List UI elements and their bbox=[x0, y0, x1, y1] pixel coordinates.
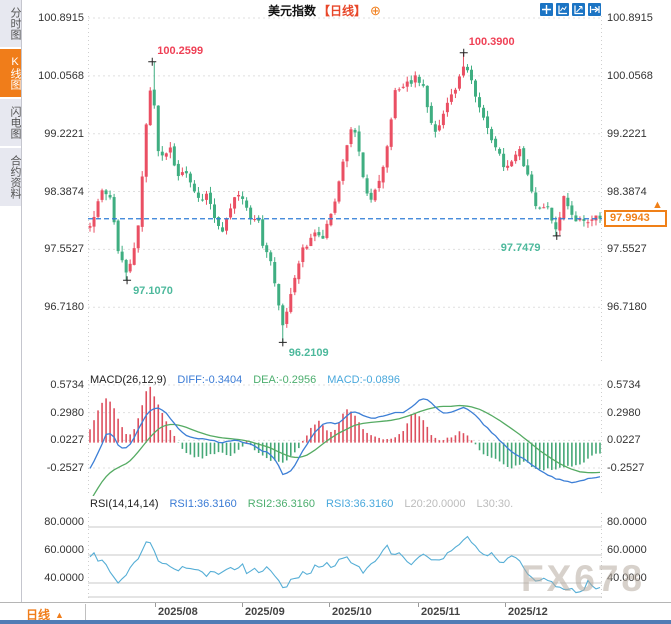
high-price-annotation: 100.3900 bbox=[468, 35, 515, 48]
low-price-annotation: 96.2109 bbox=[288, 347, 329, 360]
add-indicator-icon[interactable]: ⊕ bbox=[370, 2, 381, 18]
x-axis-tick bbox=[505, 603, 506, 607]
macd-chart[interactable] bbox=[88, 380, 602, 496]
y-axis-label: 96.7180 bbox=[607, 301, 647, 314]
y-axis-label: 0.2980 bbox=[50, 406, 84, 419]
x-axis-label: 2025/09 bbox=[245, 606, 285, 618]
chevron-up-icon: ▲ bbox=[55, 609, 64, 620]
rsi2-value: RSI2:36.3160 bbox=[247, 498, 316, 510]
crosshair-icon[interactable] bbox=[540, 3, 553, 16]
y-axis-label: 100.0568 bbox=[607, 69, 653, 82]
rsi-header: RSI(14,14,14) RSI1:36.3160 RSI2:36.3160 … bbox=[90, 498, 513, 510]
y-axis-label: 99.2221 bbox=[44, 127, 84, 140]
x-axis-tick bbox=[329, 603, 330, 607]
instrument-title: 美元指数 bbox=[268, 3, 317, 18]
period-selector[interactable]: 日线 ▲ bbox=[26, 606, 64, 623]
current-price-tag: 97.9943 bbox=[604, 209, 667, 227]
x-axis-row: 日线 ▲ 2025/08 2025/09 2025/10 2025/11 2025/12 bbox=[0, 602, 671, 623]
y-axis-label: 0.0227 bbox=[50, 434, 84, 447]
y-axis-label: 60.0000 bbox=[607, 544, 647, 556]
x-axis-label: 2025/11 bbox=[421, 606, 461, 618]
y-axis-label: 40.0000 bbox=[44, 572, 84, 584]
y-axis-label: 100.8915 bbox=[38, 12, 84, 24]
macd-dea-value: DEA:-0.2956 bbox=[253, 374, 317, 386]
sidebar: 分时图 K线图 闪电图 合约资料 bbox=[0, 0, 22, 624]
y-axis-label: -0.2527 bbox=[46, 462, 84, 475]
x-axis-label: 2025/08 bbox=[158, 606, 198, 618]
low-price-annotation: 97.7479 bbox=[500, 241, 541, 254]
y-axis-label: 0.5734 bbox=[607, 379, 641, 391]
go-latest-icon[interactable] bbox=[588, 3, 601, 16]
rsi-l30-value: L30:30. bbox=[476, 498, 514, 510]
y-axis-label: -0.2527 bbox=[607, 462, 645, 475]
y-axis-label: 97.5527 bbox=[607, 243, 647, 256]
x-axis-tick bbox=[155, 603, 156, 607]
rsi1-value: RSI1:36.3160 bbox=[169, 498, 237, 510]
macd-macd-value: MACD:-0.0896 bbox=[327, 374, 400, 386]
price-up-arrow-icon: ▲ bbox=[652, 198, 663, 211]
y-axis-label: 40.0000 bbox=[607, 572, 647, 584]
rsi-name: RSI(14,14,14) bbox=[90, 498, 159, 510]
y-axis-label: 99.2221 bbox=[607, 127, 647, 140]
sidebar-tab-lightning-chart[interactable]: 闪电图 bbox=[0, 99, 21, 146]
low-price-annotation: 97.1070 bbox=[133, 285, 173, 298]
axis-row-divider bbox=[85, 604, 86, 621]
rsi-chart[interactable] bbox=[88, 513, 602, 601]
y-axis-label: 100.0568 bbox=[38, 69, 84, 82]
sidebar-tab-contract-info[interactable]: 合约资料 bbox=[0, 148, 21, 206]
chart-title-bar: 美元指数 【日线】 ⊕ bbox=[268, 2, 381, 18]
y-axis-label: 100.8915 bbox=[607, 12, 653, 24]
rsi3-value: RSI3:36.3160 bbox=[326, 498, 394, 510]
y-axis-label: 80.0000 bbox=[607, 516, 647, 528]
pan-axis-icon[interactable] bbox=[572, 3, 585, 16]
sidebar-tab-time-chart[interactable]: 分时图 bbox=[0, 0, 21, 47]
y-axis-label: 0.2980 bbox=[607, 406, 641, 419]
y-axis-label: 97.5527 bbox=[44, 243, 84, 256]
macd-diff-value: DIFF:-0.3404 bbox=[177, 374, 243, 386]
y-axis-label: 80.0000 bbox=[44, 516, 84, 528]
period-tag: 【日线】 bbox=[318, 3, 367, 18]
rsi-l20-value: L20:20.0000 bbox=[404, 498, 466, 510]
y-axis-label: 60.0000 bbox=[44, 544, 84, 556]
x-axis-label: 2025/10 bbox=[332, 606, 372, 618]
x-axis-tick bbox=[242, 603, 243, 607]
sidebar-tab-candle-chart[interactable]: K线图 bbox=[0, 49, 21, 97]
macd-name: MACD(26,12,9) bbox=[90, 374, 167, 386]
chart-toolbar bbox=[540, 3, 601, 16]
x-axis-label: 2025/12 bbox=[508, 606, 548, 618]
y-axis-label: 0.5734 bbox=[50, 379, 84, 391]
y-axis-label: 0.0227 bbox=[607, 434, 641, 447]
bottom-panel-edge bbox=[0, 620, 671, 624]
high-price-annotation: 100.2599 bbox=[157, 44, 204, 57]
y-axis-label: 98.3874 bbox=[607, 185, 647, 198]
macd-header: MACD(26,12,9) DIFF:-0.3404 DEA:-0.2956 M… bbox=[90, 374, 400, 386]
zoom-axis-icon[interactable] bbox=[556, 3, 569, 16]
period-selector-label: 日线 bbox=[26, 608, 51, 622]
y-axis-label: 98.3874 bbox=[44, 185, 84, 198]
candlestick-chart[interactable] bbox=[88, 16, 602, 362]
x-axis-tick bbox=[418, 603, 419, 607]
y-axis-label: 96.7180 bbox=[44, 301, 84, 314]
